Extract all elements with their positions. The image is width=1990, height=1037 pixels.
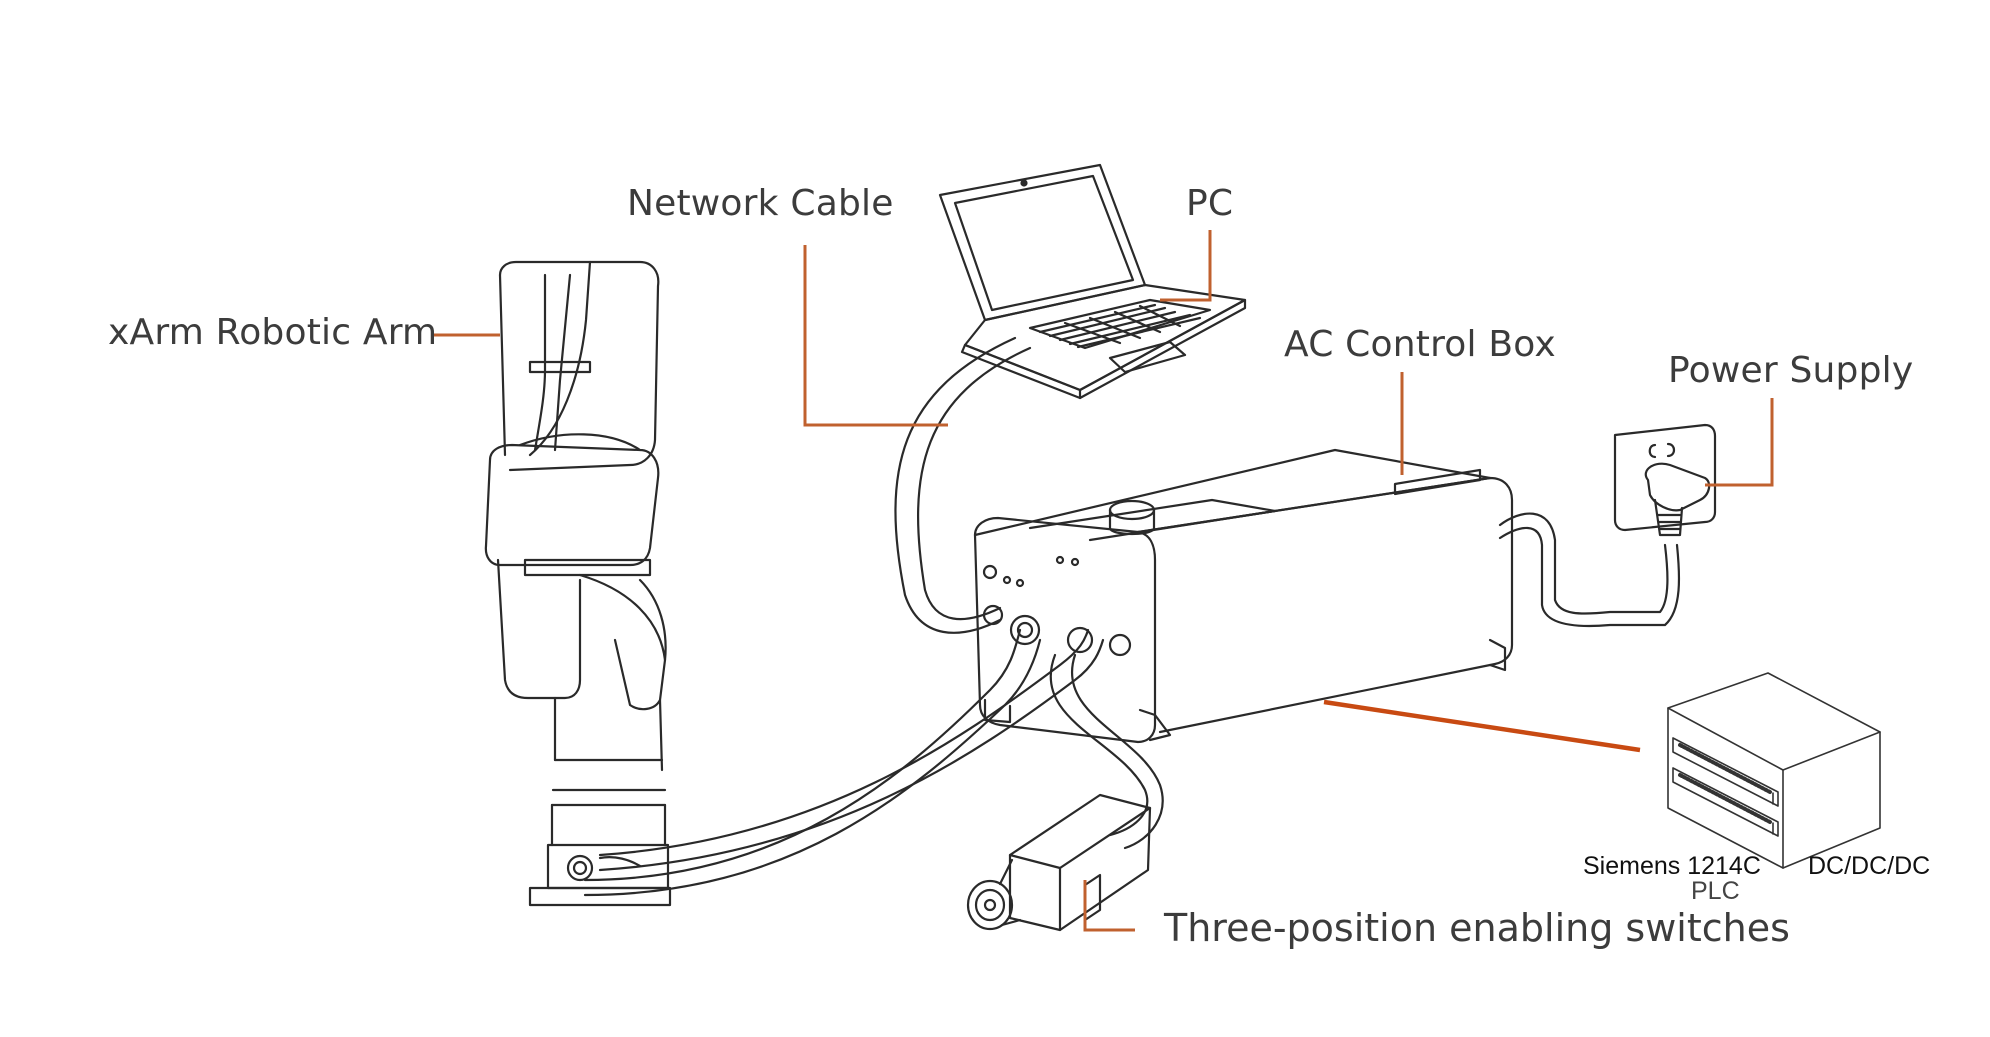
leader-lines [432, 230, 1774, 932]
power-cable [1498, 512, 1669, 615]
laptop-illustration [938, 163, 1247, 400]
label-plc-type: DC/DC/DC [1808, 852, 1931, 880]
leader-power-supply [1705, 398, 1774, 487]
power-socket-illustration [1613, 423, 1717, 537]
label-power-supply: Power Supply [1668, 350, 1914, 391]
network-cable [894, 336, 1017, 634]
arm-cable-1 [583, 628, 1022, 882]
label-plc-word: PLC [1691, 877, 1740, 905]
control-box-illustration [973, 448, 1514, 744]
leader-plc [1323, 699, 1641, 753]
plc-illustration [1667, 672, 1881, 869]
leader-enabling-switch [1083, 880, 1135, 932]
label-enabling-switch: Three-position enabling switches [1164, 906, 1790, 950]
enabling-switch-illustration [966, 793, 1152, 932]
cable-bundle [583, 336, 1681, 897]
leader-network-cable [803, 245, 948, 427]
label-plc-model: Siemens 1214C [1583, 852, 1761, 880]
label-pc: PC [1186, 183, 1234, 224]
label-control-box: AC Control Box [1284, 324, 1556, 365]
robotic-arm-illustration [484, 260, 672, 907]
label-robotic-arm: xArm Robotic Arm [108, 312, 438, 353]
arm-cable-2 [598, 628, 1090, 857]
switch-cable [1049, 653, 1149, 837]
leader-pc [1160, 230, 1212, 302]
label-network-cable: Network Cable [627, 183, 894, 224]
